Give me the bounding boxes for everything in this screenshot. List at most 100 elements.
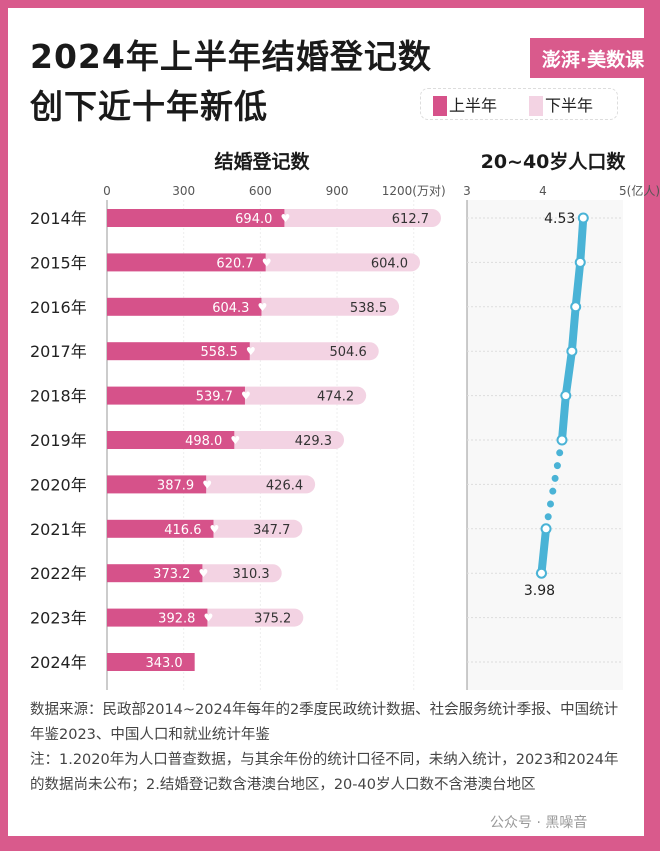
- x-tick-label: 300: [172, 184, 195, 198]
- category-label: 2015年: [30, 253, 87, 272]
- category-label: 2023年: [30, 609, 87, 628]
- bar-label-first-half: 392.8: [158, 612, 195, 627]
- bar-label-second-half: 375.2: [254, 612, 291, 627]
- data-point: [560, 390, 572, 402]
- bar-first-half: [107, 608, 208, 627]
- population-line: [537, 528, 551, 574]
- bar-label-second-half: 612.7: [392, 212, 429, 227]
- bar-first-half: [107, 519, 214, 538]
- bar-first-half: [107, 653, 195, 671]
- bar-second-half: [236, 386, 367, 405]
- legend-label: 下半年: [545, 95, 594, 115]
- bar-label-first-half: 539.7: [196, 390, 233, 405]
- x-tick-label: 4: [539, 184, 547, 198]
- legend-swatch-second-half: [529, 96, 544, 117]
- bar-first-half: [107, 253, 266, 272]
- bar-label-second-half: 347.7: [253, 523, 290, 538]
- bar-second-half: [257, 253, 421, 272]
- bar-label-first-half: 558.5: [201, 345, 238, 360]
- notes: 数据来源：民政部2014~2024年每年的2季度民政统计数据、社会服务统计季报、…: [30, 698, 630, 798]
- bar-first-half: [107, 297, 262, 316]
- watermark: 公众号 · 黑噪音: [490, 815, 588, 831]
- bar-second-half: [205, 519, 303, 538]
- bar-first-half: [107, 386, 245, 405]
- bar-label-second-half: 504.6: [330, 345, 367, 360]
- bar-first-half: [107, 475, 207, 494]
- data-point: [577, 212, 589, 224]
- bar-chart-title: 结婚登记数: [214, 150, 310, 173]
- legend-swatch-first-half: [433, 96, 447, 117]
- heart-icon: ♥: [246, 345, 256, 358]
- bar-label-first-half: 604.3: [212, 301, 249, 316]
- line-plot-bg: [467, 200, 623, 690]
- heart-icon: ♥: [258, 301, 268, 314]
- line-chart-title: 20~40岁人口数: [481, 150, 627, 173]
- chart-area: 结婚登记数 20~40岁人口数 0 300 600 900 1200(万对) 2014年 694…: [30, 150, 660, 690]
- heart-icon: ♥: [262, 256, 272, 269]
- data-label-last: 3.98: [524, 583, 555, 599]
- brand-logo: 澎湃·美数课: [530, 38, 656, 78]
- data-label-first: 4.53: [544, 211, 575, 227]
- legend-second-half: 下半年: [529, 92, 593, 117]
- title-line-2: 创下近十年新低: [30, 87, 268, 126]
- category-label: 2019年: [30, 431, 87, 450]
- bar-label-second-half: 429.3: [295, 434, 332, 449]
- bar-label-first-half: 387.9: [157, 478, 194, 493]
- x-tick-label: 1200(万对): [382, 184, 446, 198]
- title-line-1: 2024年上半年结婚登记数: [30, 37, 432, 76]
- heart-icon: ♥: [241, 390, 251, 403]
- data-point: [566, 345, 578, 357]
- category-label: 2022年: [30, 564, 87, 583]
- bar-second-half: [198, 475, 316, 494]
- heart-icon: ♥: [230, 434, 240, 447]
- bar-label-first-half: 343.0: [145, 656, 182, 671]
- data-point: [574, 256, 586, 268]
- bar-second-half: [253, 297, 400, 316]
- category-label: 2016年: [30, 298, 87, 317]
- bar-first-half: [107, 431, 235, 449]
- heart-icon: ♥: [203, 612, 213, 625]
- legend: 上半年 下半年: [420, 88, 618, 120]
- category-label: 2020年: [30, 475, 87, 494]
- heart-icon: ♥: [280, 212, 290, 225]
- bar-label-first-half: 416.6: [164, 523, 201, 538]
- bar-second-half: [226, 431, 345, 449]
- source-note: 数据来源：民政部2014~2024年每年的2季度民政统计数据、社会服务统计季报、…: [30, 702, 619, 743]
- x-tick-label: 3: [463, 184, 471, 198]
- bar-second-half: [276, 209, 441, 227]
- category-label: 2024年: [30, 653, 87, 672]
- category-label: 2017年: [30, 342, 87, 361]
- bar-label-second-half: 474.2: [317, 390, 354, 405]
- x-tick-label: 900: [326, 184, 349, 198]
- legend-first-half: 上半年: [433, 92, 497, 117]
- bar-label-second-half: 538.5: [350, 301, 387, 316]
- bar-second-half: [199, 608, 304, 627]
- bar-label-first-half: 498.0: [185, 434, 222, 449]
- bar-label-first-half: 373.2: [153, 567, 190, 582]
- footnote: 注：1.2020年为人口普查数据，与其余年份的统计口径不同，未纳入统计，2023…: [30, 752, 619, 793]
- x-tick-label: 5(亿人): [619, 183, 660, 198]
- data-point: [556, 434, 568, 446]
- heart-icon: ♥: [210, 523, 220, 536]
- bar-label-first-half: 620.7: [216, 256, 253, 271]
- bar-label-second-half: 426.4: [266, 478, 303, 493]
- population-line: [558, 214, 588, 444]
- category-label: 2018年: [30, 387, 87, 406]
- bar-label-second-half: 604.0: [371, 256, 408, 271]
- bar-second-half: [241, 342, 379, 361]
- legend-label: 上半年: [449, 95, 498, 115]
- bar-first-half: [107, 564, 203, 583]
- x-tick-label: 0: [103, 184, 111, 198]
- bar-first-half: [107, 342, 250, 361]
- heart-icon: ♥: [202, 478, 212, 491]
- heart-icon: ♥: [198, 567, 208, 580]
- x-tick-label: 600: [249, 184, 272, 198]
- data-point: [570, 301, 582, 313]
- category-label: 2014年: [30, 209, 87, 228]
- data-point: [535, 567, 547, 579]
- data-point: [540, 523, 552, 535]
- bar-first-half: [107, 209, 285, 227]
- bar-label-second-half: 310.3: [232, 567, 269, 582]
- category-label: 2021年: [30, 520, 87, 539]
- population-line-gap-2020: [542, 436, 566, 533]
